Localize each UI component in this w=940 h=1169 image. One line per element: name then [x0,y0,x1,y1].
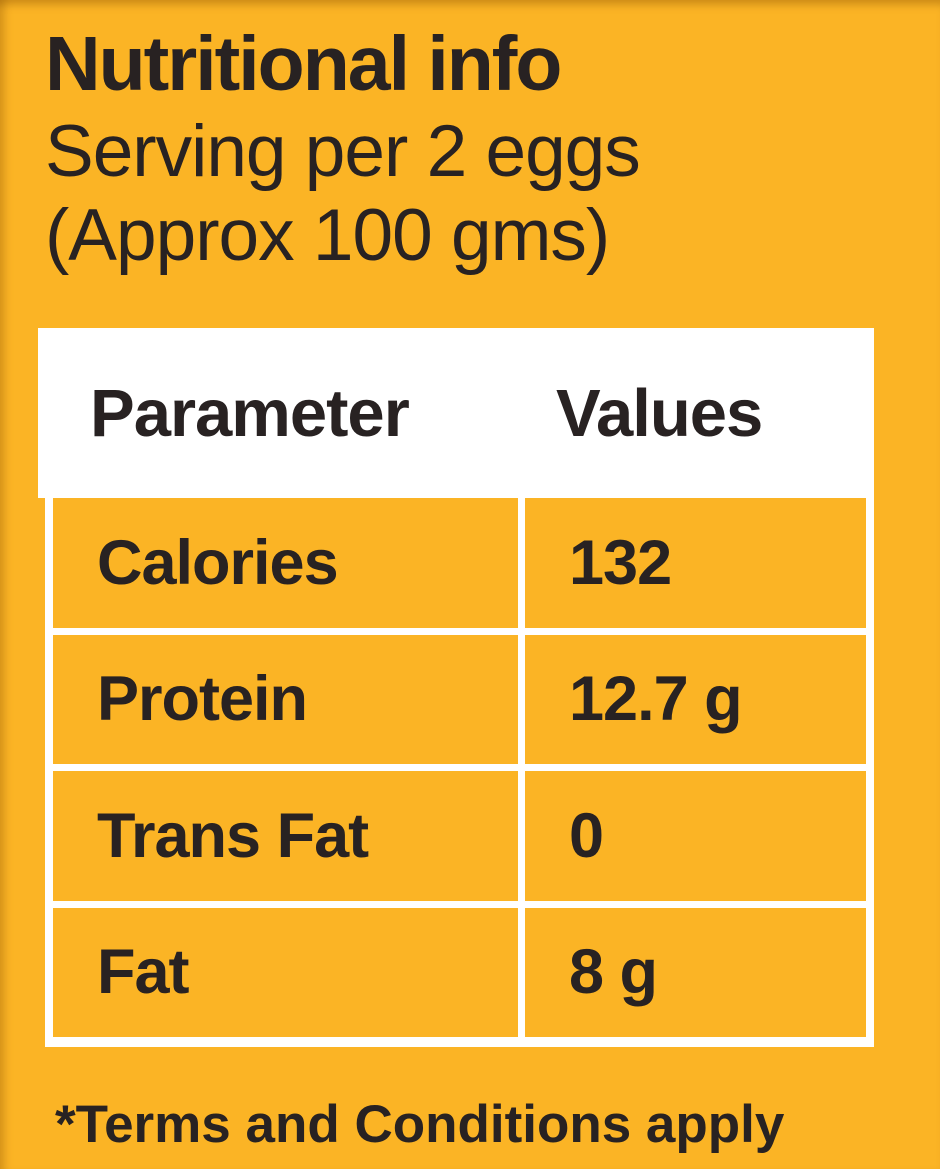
transfat-value-cell: 0 [525,771,866,901]
protein-value-cell: 12.7 g [525,634,866,764]
column-header-values: Values [556,375,763,451]
column-header-parameter: Parameter [90,375,410,451]
table-header: Parameter Values [38,328,874,498]
transfat-label-cell: Trans Fat [53,771,518,901]
serving-subtitle-line1: Serving per 2 eggs [45,111,641,192]
nutrition-table: Calories 132 Protein 12.7 g Trans Fat 0 … [45,498,874,1047]
protein-label-cell: Protein [53,634,518,764]
fat-label-cell: Fat [53,907,518,1037]
fat-value-cell: 8 g [525,907,866,1037]
serving-subtitle-line2: (Approx 100 gms) [45,195,610,276]
calories-label-cell: Calories [53,498,518,628]
terms-footnote: *Terms and Conditions apply [55,1095,785,1154]
page-title: Nutritional info [45,21,562,107]
calories-value-cell: 132 [525,498,866,628]
serving-subtitle: Serving per 2 eggs (Approx 100 gms) [45,110,641,278]
